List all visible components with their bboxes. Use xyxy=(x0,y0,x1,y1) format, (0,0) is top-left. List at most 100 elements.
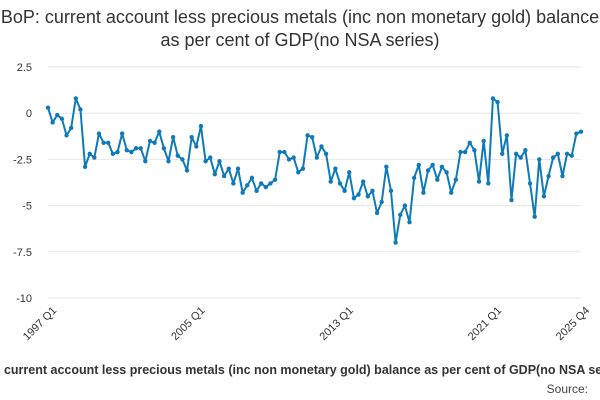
data-point xyxy=(305,133,310,138)
data-point xyxy=(170,135,176,140)
data-point xyxy=(231,181,236,186)
data-point xyxy=(101,140,106,145)
data-point xyxy=(462,149,468,155)
data-point xyxy=(87,151,92,157)
data-point xyxy=(249,175,255,181)
data-point xyxy=(245,183,250,188)
data-point xyxy=(416,162,421,168)
data-point xyxy=(546,173,551,179)
data-point xyxy=(365,194,370,199)
data-point xyxy=(374,210,380,216)
data-point xyxy=(430,162,435,168)
data-point xyxy=(384,164,389,169)
data-point xyxy=(300,166,306,171)
data-point xyxy=(360,179,366,184)
data-point xyxy=(555,151,561,157)
data-point xyxy=(407,220,412,225)
data-point xyxy=(328,179,333,184)
data-point xyxy=(509,197,514,203)
data-point xyxy=(96,131,102,136)
data-point xyxy=(152,140,157,145)
data-point xyxy=(379,199,384,205)
data-point xyxy=(55,112,60,118)
data-point xyxy=(564,151,570,157)
y-tick-label: -2.5 xyxy=(13,154,32,166)
x-axis-tick-labels: 1997 Q1 2005 Q1 2013 Q1 2021 Q1 2025 Q4 xyxy=(21,305,592,343)
y-tick-label: -7.5 xyxy=(13,247,32,259)
data-point xyxy=(291,155,296,160)
data-point xyxy=(175,153,180,158)
data-point xyxy=(541,194,547,199)
data-point xyxy=(203,159,208,164)
data-point xyxy=(78,107,83,112)
data-point xyxy=(439,164,445,169)
data-point xyxy=(106,140,111,145)
data-point xyxy=(486,181,491,186)
y-tick-label: 0 xyxy=(26,108,32,120)
data-point xyxy=(518,155,523,160)
data-point xyxy=(143,159,148,164)
data-point xyxy=(208,155,213,160)
data-point xyxy=(166,159,171,164)
data-point xyxy=(212,171,218,177)
data-point xyxy=(309,135,315,140)
y-tick-label: -10 xyxy=(16,293,32,305)
data-point xyxy=(370,188,375,194)
data-point xyxy=(277,149,282,155)
data-point xyxy=(333,166,338,171)
data-point xyxy=(92,155,97,160)
data-point xyxy=(50,120,55,125)
data-point xyxy=(425,168,431,173)
x-tick-label: 2005 Q1 xyxy=(169,305,207,343)
data-point xyxy=(119,131,125,136)
data-point xyxy=(393,240,398,245)
y-tick-label: -5 xyxy=(22,201,32,213)
data-point xyxy=(157,129,162,134)
data-point xyxy=(68,125,74,131)
data-point xyxy=(184,168,190,173)
data-point xyxy=(351,196,357,201)
x-tick-label: 1997 Q1 xyxy=(21,305,59,343)
data-point xyxy=(180,157,185,162)
data-point xyxy=(254,188,259,194)
data-point xyxy=(194,144,199,149)
data-point xyxy=(272,177,278,182)
data-point xyxy=(444,170,449,175)
data-point xyxy=(147,138,153,144)
data-point xyxy=(472,147,477,153)
data-point xyxy=(402,203,408,208)
data-point xyxy=(64,133,69,138)
data-point xyxy=(110,151,116,157)
data-point xyxy=(226,166,231,171)
data-point xyxy=(198,123,204,129)
data-point xyxy=(523,147,528,153)
data-point xyxy=(513,151,519,157)
data-point xyxy=(356,192,361,197)
data-point xyxy=(45,105,51,110)
data-point xyxy=(82,164,88,169)
data-point xyxy=(282,149,287,155)
data-point xyxy=(537,157,542,162)
data-point xyxy=(189,135,194,140)
y-axis-tick-labels: 2.5 0 -2.5 -5 -7.5 -10 xyxy=(13,62,32,305)
data-point xyxy=(504,133,510,138)
data-point xyxy=(347,170,352,175)
data-point xyxy=(138,146,143,151)
series-group xyxy=(45,96,584,245)
data-point xyxy=(550,155,556,160)
data-point xyxy=(574,131,579,136)
gridlines xyxy=(48,66,581,299)
data-point xyxy=(388,188,394,194)
data-point xyxy=(490,96,496,101)
data-point xyxy=(453,177,459,182)
data-point xyxy=(314,155,320,160)
data-point xyxy=(161,146,167,151)
data-point xyxy=(560,173,565,179)
data-point xyxy=(342,188,347,194)
data-point xyxy=(129,149,134,155)
data-point xyxy=(263,184,269,190)
data-point xyxy=(495,99,500,105)
legend: BoP: current account less precious metal… xyxy=(0,363,600,383)
data-point xyxy=(286,157,292,162)
